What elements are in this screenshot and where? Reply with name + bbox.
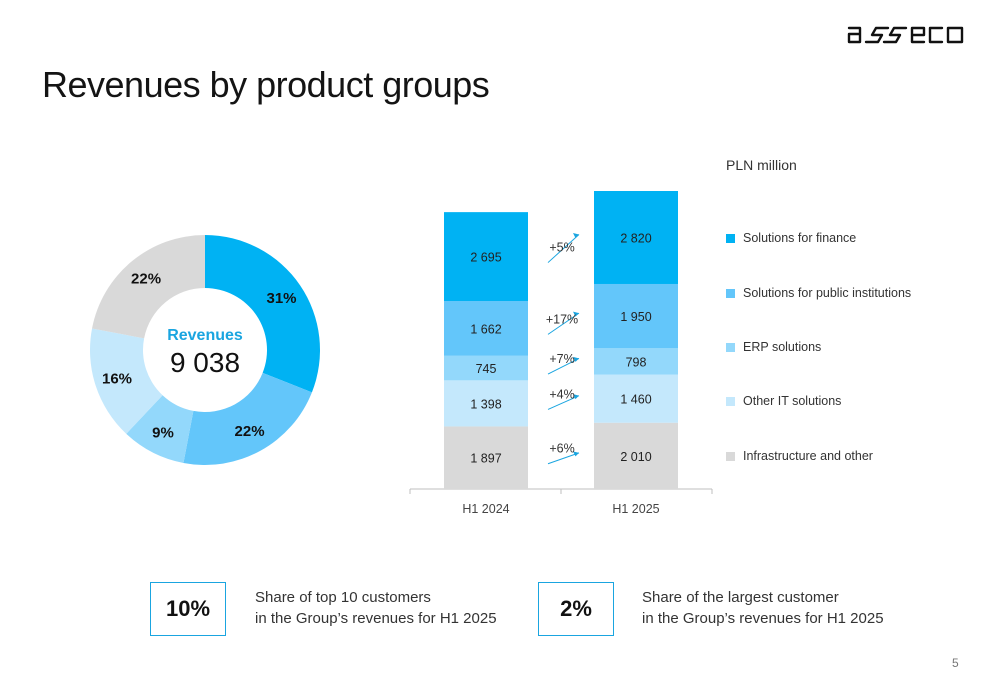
growth-arrow: [547, 395, 580, 410]
growth-arrow: [547, 312, 580, 335]
bar-value-label: 745: [476, 362, 497, 376]
bar-value-label: 2 695: [470, 251, 501, 265]
donut-slice-label: 16%: [102, 371, 132, 388]
growth-arrow-head: [573, 232, 579, 238]
donut-slice-label: 9%: [152, 424, 174, 441]
legend-item-finance: Solutions for finance: [726, 228, 856, 248]
legend-swatch: [726, 233, 735, 243]
growth-label: +6%: [549, 442, 574, 456]
revenue-stacked-bar-chart: 1 897 1 398 745 1 662 2 695 H1 2024 2 010 1 460…: [409, 191, 713, 516]
bar-segment: [594, 191, 678, 284]
legend-item-other-it: Other IT solutions: [726, 391, 841, 411]
donut-slice: [205, 235, 320, 393]
growth-arrow-head: [573, 451, 579, 457]
kpi-description-largest: Share of the largest customer in the Gro…: [642, 587, 884, 629]
unit-label: PLN million: [726, 157, 797, 173]
kpi-description-line: Share of the largest customer: [642, 589, 839, 606]
bar-value-label: 1 398: [470, 397, 501, 411]
legend-swatch: [726, 342, 735, 352]
kpi-box-top10: 10%: [150, 582, 226, 636]
bar-segment: [594, 348, 678, 375]
legend-label: Infrastructure and other: [743, 449, 873, 463]
legend-item-infrastructure: Infrastructure and other: [726, 446, 873, 466]
legend-label: Other IT solutions: [743, 394, 842, 408]
x-tick-label: H1 2025: [612, 502, 659, 516]
page-number: 5: [952, 656, 959, 670]
kpi-description-line: Share of top 10 customers: [255, 589, 431, 606]
bar-value-label: 2 820: [620, 231, 651, 245]
growth-arrow: [547, 452, 580, 465]
bar-segment: [444, 300, 528, 356]
growth-label: +17%: [546, 312, 578, 326]
legend-label: ERP solutions: [743, 340, 822, 354]
donut-center-value: 9 038: [170, 347, 240, 378]
bar-segment: [444, 380, 528, 427]
kpi-description-line: in the Group’s revenues for H1 2025: [255, 610, 497, 627]
revenue-donut-chart: 31% 22% 9% 16% 22% Revenues 9 038: [90, 235, 320, 465]
bar-segment: [444, 426, 528, 489]
kpi-box-largest: 2%: [538, 582, 614, 636]
asseco-logo: [847, 26, 964, 44]
donut-slice: [183, 372, 312, 465]
growth-label: +4%: [549, 387, 574, 401]
donut-slice: [90, 328, 163, 434]
growth-arrow-head: [573, 356, 579, 362]
bar-value-label: 2 010: [620, 450, 651, 464]
bar-segment: [444, 355, 528, 381]
bar-value-label: 1 897: [470, 452, 501, 466]
donut-slice: [92, 235, 205, 339]
donut-slice-label: 22%: [131, 271, 161, 288]
legend-label: Solutions for finance: [743, 231, 857, 245]
bar-segment: [594, 422, 678, 489]
legend-item-public: Solutions for public institutions: [726, 283, 911, 303]
donut-slice: [126, 395, 194, 463]
bar-value-label: 798: [626, 355, 647, 369]
kpi-description-line: in the Group’s revenues for H1 2025: [642, 610, 884, 627]
growth-arrow: [547, 357, 580, 375]
growth-arrow: [547, 234, 580, 263]
bar-segment: [594, 374, 678, 423]
kpi-value: 10%: [165, 596, 211, 621]
growth-label: +7%: [549, 352, 574, 366]
legend-swatch: [726, 288, 735, 298]
bar-segment: [444, 212, 528, 301]
bar-value-label: 1 662: [470, 322, 501, 336]
donut-slice-label: 22%: [235, 423, 265, 440]
kpi-description-top10: Share of top 10 customers in the Group’s…: [255, 587, 497, 629]
donut-center-label: Revenues: [167, 327, 243, 344]
legend-swatch: [726, 396, 735, 406]
growth-arrow-head: [573, 394, 579, 400]
legend-swatch: [726, 451, 735, 461]
page-title: Revenues by product groups: [42, 64, 490, 105]
growth-arrow-head: [573, 311, 579, 317]
growth-label: +5%: [549, 241, 574, 255]
kpi-value: 2%: [560, 596, 592, 621]
bar-segment: [594, 283, 678, 349]
legend-label: Solutions for public institutions: [743, 286, 912, 300]
bar-value-label: 1 950: [620, 310, 651, 324]
x-tick-label: H1 2024: [462, 502, 509, 516]
legend-item-erp: ERP solutions: [726, 337, 821, 357]
bar-value-label: 1 460: [620, 393, 651, 407]
donut-slice-label: 31%: [266, 290, 296, 307]
